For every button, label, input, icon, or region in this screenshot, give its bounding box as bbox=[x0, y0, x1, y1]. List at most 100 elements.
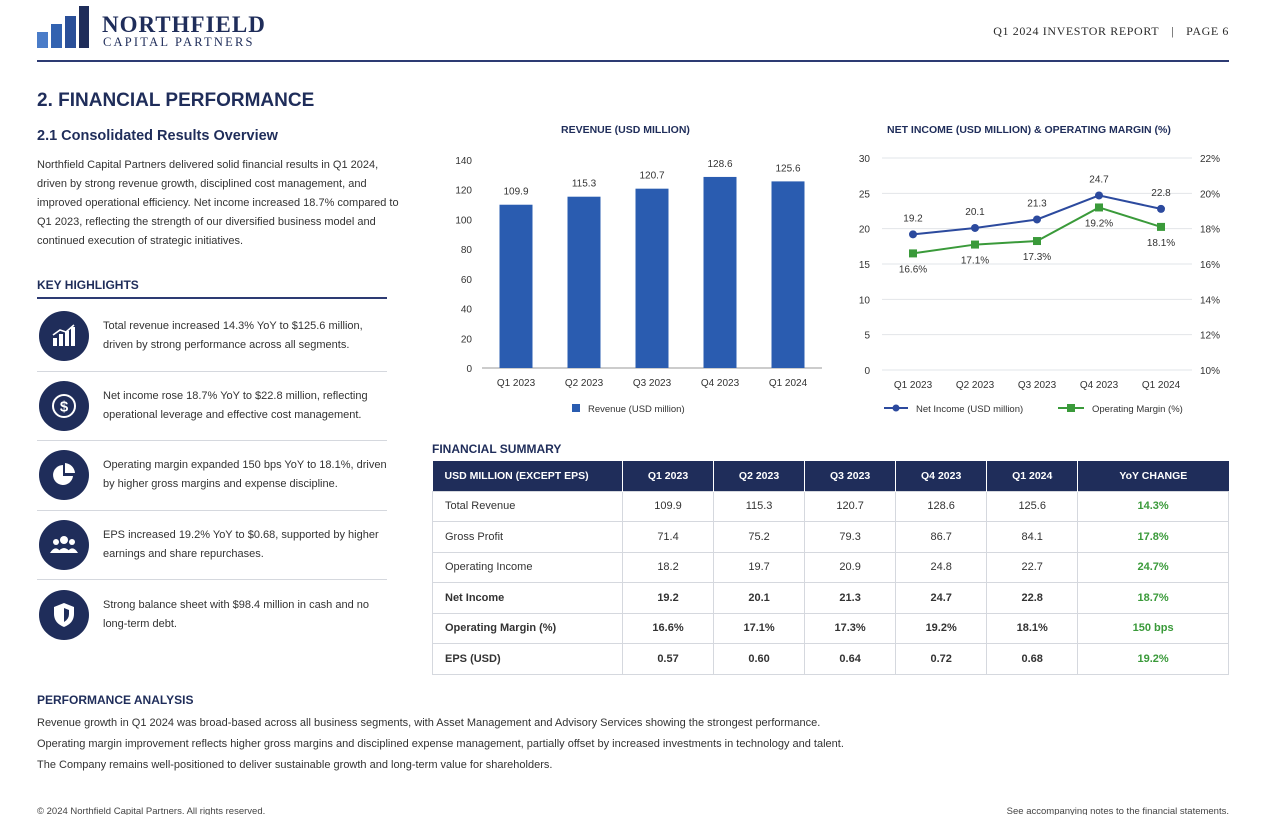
x-tick-label: Q1 2023 bbox=[497, 378, 536, 389]
y-tick-label-left: 10 bbox=[859, 295, 871, 306]
brand-name: NORTHFIELD bbox=[102, 12, 266, 37]
table-cell: 20.9 bbox=[804, 551, 897, 583]
operating-margin-data-label: 17.1% bbox=[961, 256, 989, 267]
y-tick-label-right: 20% bbox=[1200, 189, 1220, 200]
table-cell: 128.6 bbox=[895, 490, 988, 522]
column-header: USD MILLION (EXCEPT EPS) bbox=[432, 461, 623, 491]
x-tick-label: Q2 2023 bbox=[565, 378, 604, 389]
column-header: Q1 2023 bbox=[622, 461, 715, 491]
net-income-point bbox=[971, 223, 979, 232]
row-label: Operating Income bbox=[432, 551, 623, 583]
bar-data-label: 120.7 bbox=[639, 171, 664, 182]
table-cell: 24.8 bbox=[895, 551, 988, 583]
column-header: Q2 2023 bbox=[713, 461, 806, 491]
column-header: Q1 2024 bbox=[986, 461, 1079, 491]
yoy-change-cell: 17.8% bbox=[1077, 521, 1229, 553]
y-tick-label-left: 5 bbox=[864, 331, 870, 342]
row-label: Net Income bbox=[432, 582, 623, 614]
net-income-data-label: 24.7 bbox=[1089, 174, 1109, 185]
highlight-item: Operating margin expanded 150 bps YoY to… bbox=[37, 441, 387, 511]
brand-subtitle: CAPITAL PARTNERS bbox=[103, 35, 255, 49]
table-cell: 22.7 bbox=[986, 551, 1079, 583]
table-cell: 19.7 bbox=[713, 551, 806, 583]
table-cell: 18.1% bbox=[986, 612, 1079, 644]
x-tick-label: Q2 2023 bbox=[956, 380, 995, 391]
column-header: Q3 2023 bbox=[804, 461, 897, 491]
table-cell: 19.2% bbox=[895, 612, 988, 644]
revenue-bar bbox=[703, 176, 737, 368]
y-tick-label-left: 15 bbox=[859, 260, 871, 271]
net-income-point bbox=[909, 230, 917, 239]
table-row: Net Income 19.2 20.1 21.3 24.7 22.8 18.7% bbox=[432, 582, 1229, 614]
revenue-chart-title: REVENUE (USD MILLION) bbox=[561, 124, 690, 136]
highlight-text: Net income rose 18.7% YoY to $22.8 milli… bbox=[103, 389, 368, 421]
highlight-item: EPS increased 19.2% YoY to $0.68, suppor… bbox=[37, 511, 387, 580]
table-cell: 16.6% bbox=[621, 612, 715, 644]
net-income-data-label: 21.3 bbox=[1027, 198, 1047, 209]
performance-analysis-title: PERFORMANCE ANALYSIS bbox=[37, 693, 194, 707]
shield-icon bbox=[39, 589, 89, 640]
northfield-logo-icon bbox=[37, 6, 89, 48]
operating-margin-data-label: 16.6% bbox=[899, 264, 927, 275]
x-tick-label: Q4 2023 bbox=[701, 378, 740, 389]
page-header: NORTHFIELD CAPITAL PARTNERS Q1 2024 INVE… bbox=[37, 0, 1229, 62]
table-cell: 19.2 bbox=[621, 582, 715, 614]
net-income-point bbox=[1095, 191, 1103, 200]
column-header: Q4 2023 bbox=[895, 461, 988, 491]
x-tick-label: Q3 2023 bbox=[1018, 380, 1057, 391]
table-row: Total Revenue 109.9 115.3 120.7 128.6 125.6 14… bbox=[432, 490, 1229, 522]
legend-swatch bbox=[572, 404, 580, 412]
table-cell: 21.3 bbox=[804, 582, 897, 614]
operating-margin-point bbox=[1095, 203, 1103, 212]
y-tick-label-right: 10% bbox=[1200, 366, 1220, 377]
legend-label: Operating Margin (%) bbox=[1092, 404, 1183, 415]
legend-label: Revenue (USD million) bbox=[588, 404, 685, 415]
bar-data-label: 125.6 bbox=[775, 163, 800, 174]
highlight-text: Strong balance sheet with $98.4 million … bbox=[103, 598, 370, 630]
operating-margin-data-label: 19.2% bbox=[1085, 218, 1113, 229]
table-cell: 20.1 bbox=[713, 582, 806, 614]
column-header: YoY CHANGE bbox=[1077, 461, 1229, 491]
yoy-change-cell: 18.7% bbox=[1077, 582, 1229, 614]
table-cell: 120.7 bbox=[804, 490, 897, 522]
y-tick-label: 20 bbox=[461, 334, 473, 345]
y-tick-label-left: 30 bbox=[859, 154, 871, 165]
table-cell: 24.7 bbox=[895, 582, 988, 614]
table-cell: 79.3 bbox=[804, 521, 897, 553]
yoy-change-cell: 24.7% bbox=[1077, 551, 1229, 583]
net-income-point bbox=[1157, 204, 1165, 213]
pie-chart-icon bbox=[39, 450, 89, 501]
y-tick-label-right: 12% bbox=[1200, 331, 1220, 342]
table-row: Gross Profit 71.4 75.2 79.3 86.7 84.1 17.8% bbox=[432, 521, 1229, 553]
operating-margin-point bbox=[909, 249, 917, 258]
financial-summary-table: USD MILLION (EXCEPT EPS) Q1 2023 Q2 2023… bbox=[432, 461, 1229, 675]
y-tick-label: 100 bbox=[455, 215, 472, 226]
x-tick-label: Q1 2024 bbox=[769, 378, 808, 389]
x-tick-label: Q1 2024 bbox=[1142, 380, 1181, 391]
yoy-change-cell: 14.3% bbox=[1077, 490, 1229, 522]
table-cell: 0.60 bbox=[713, 643, 806, 675]
row-label: Operating Margin (%) bbox=[432, 612, 623, 644]
table-cell: 0.64 bbox=[804, 643, 897, 675]
y-tick-label-right: 16% bbox=[1200, 260, 1220, 271]
bar-chart-icon bbox=[39, 311, 89, 362]
net-income-data-label: 22.8 bbox=[1151, 188, 1171, 199]
svg-text:$: $ bbox=[60, 398, 69, 415]
yoy-change-cell: 19.2% bbox=[1077, 643, 1229, 675]
y-tick-label-right: 22% bbox=[1200, 154, 1220, 165]
operating-margin-data-label: 17.3% bbox=[1023, 252, 1051, 263]
y-tick-label: 0 bbox=[466, 364, 472, 375]
table-cell: 109.9 bbox=[621, 490, 715, 522]
table-header-row: USD MILLION (EXCEPT EPS) Q1 2023 Q2 2023… bbox=[432, 461, 1229, 491]
x-tick-label: Q3 2023 bbox=[633, 378, 672, 389]
highlight-text: EPS increased 19.2% YoY to $0.68, suppor… bbox=[103, 528, 379, 560]
revenue-bar bbox=[567, 196, 601, 368]
table-row: EPS (USD) 0.57 0.60 0.64 0.72 0.68 19.2% bbox=[432, 643, 1229, 675]
y-tick-label: 60 bbox=[461, 275, 473, 286]
page-number: PAGE 6 bbox=[1186, 24, 1229, 38]
dollar-icon: $ bbox=[39, 380, 89, 431]
performance-analysis-body: Revenue growth in Q1 2024 was broad-base… bbox=[37, 713, 1227, 776]
subsection-title: 2.1 Consolidated Results Overview bbox=[37, 128, 278, 144]
report-name: Q1 2024 INVESTOR REPORT bbox=[993, 24, 1160, 38]
highlight-item: $ Net income rose 18.7% YoY to $22.8 mil… bbox=[37, 372, 387, 441]
